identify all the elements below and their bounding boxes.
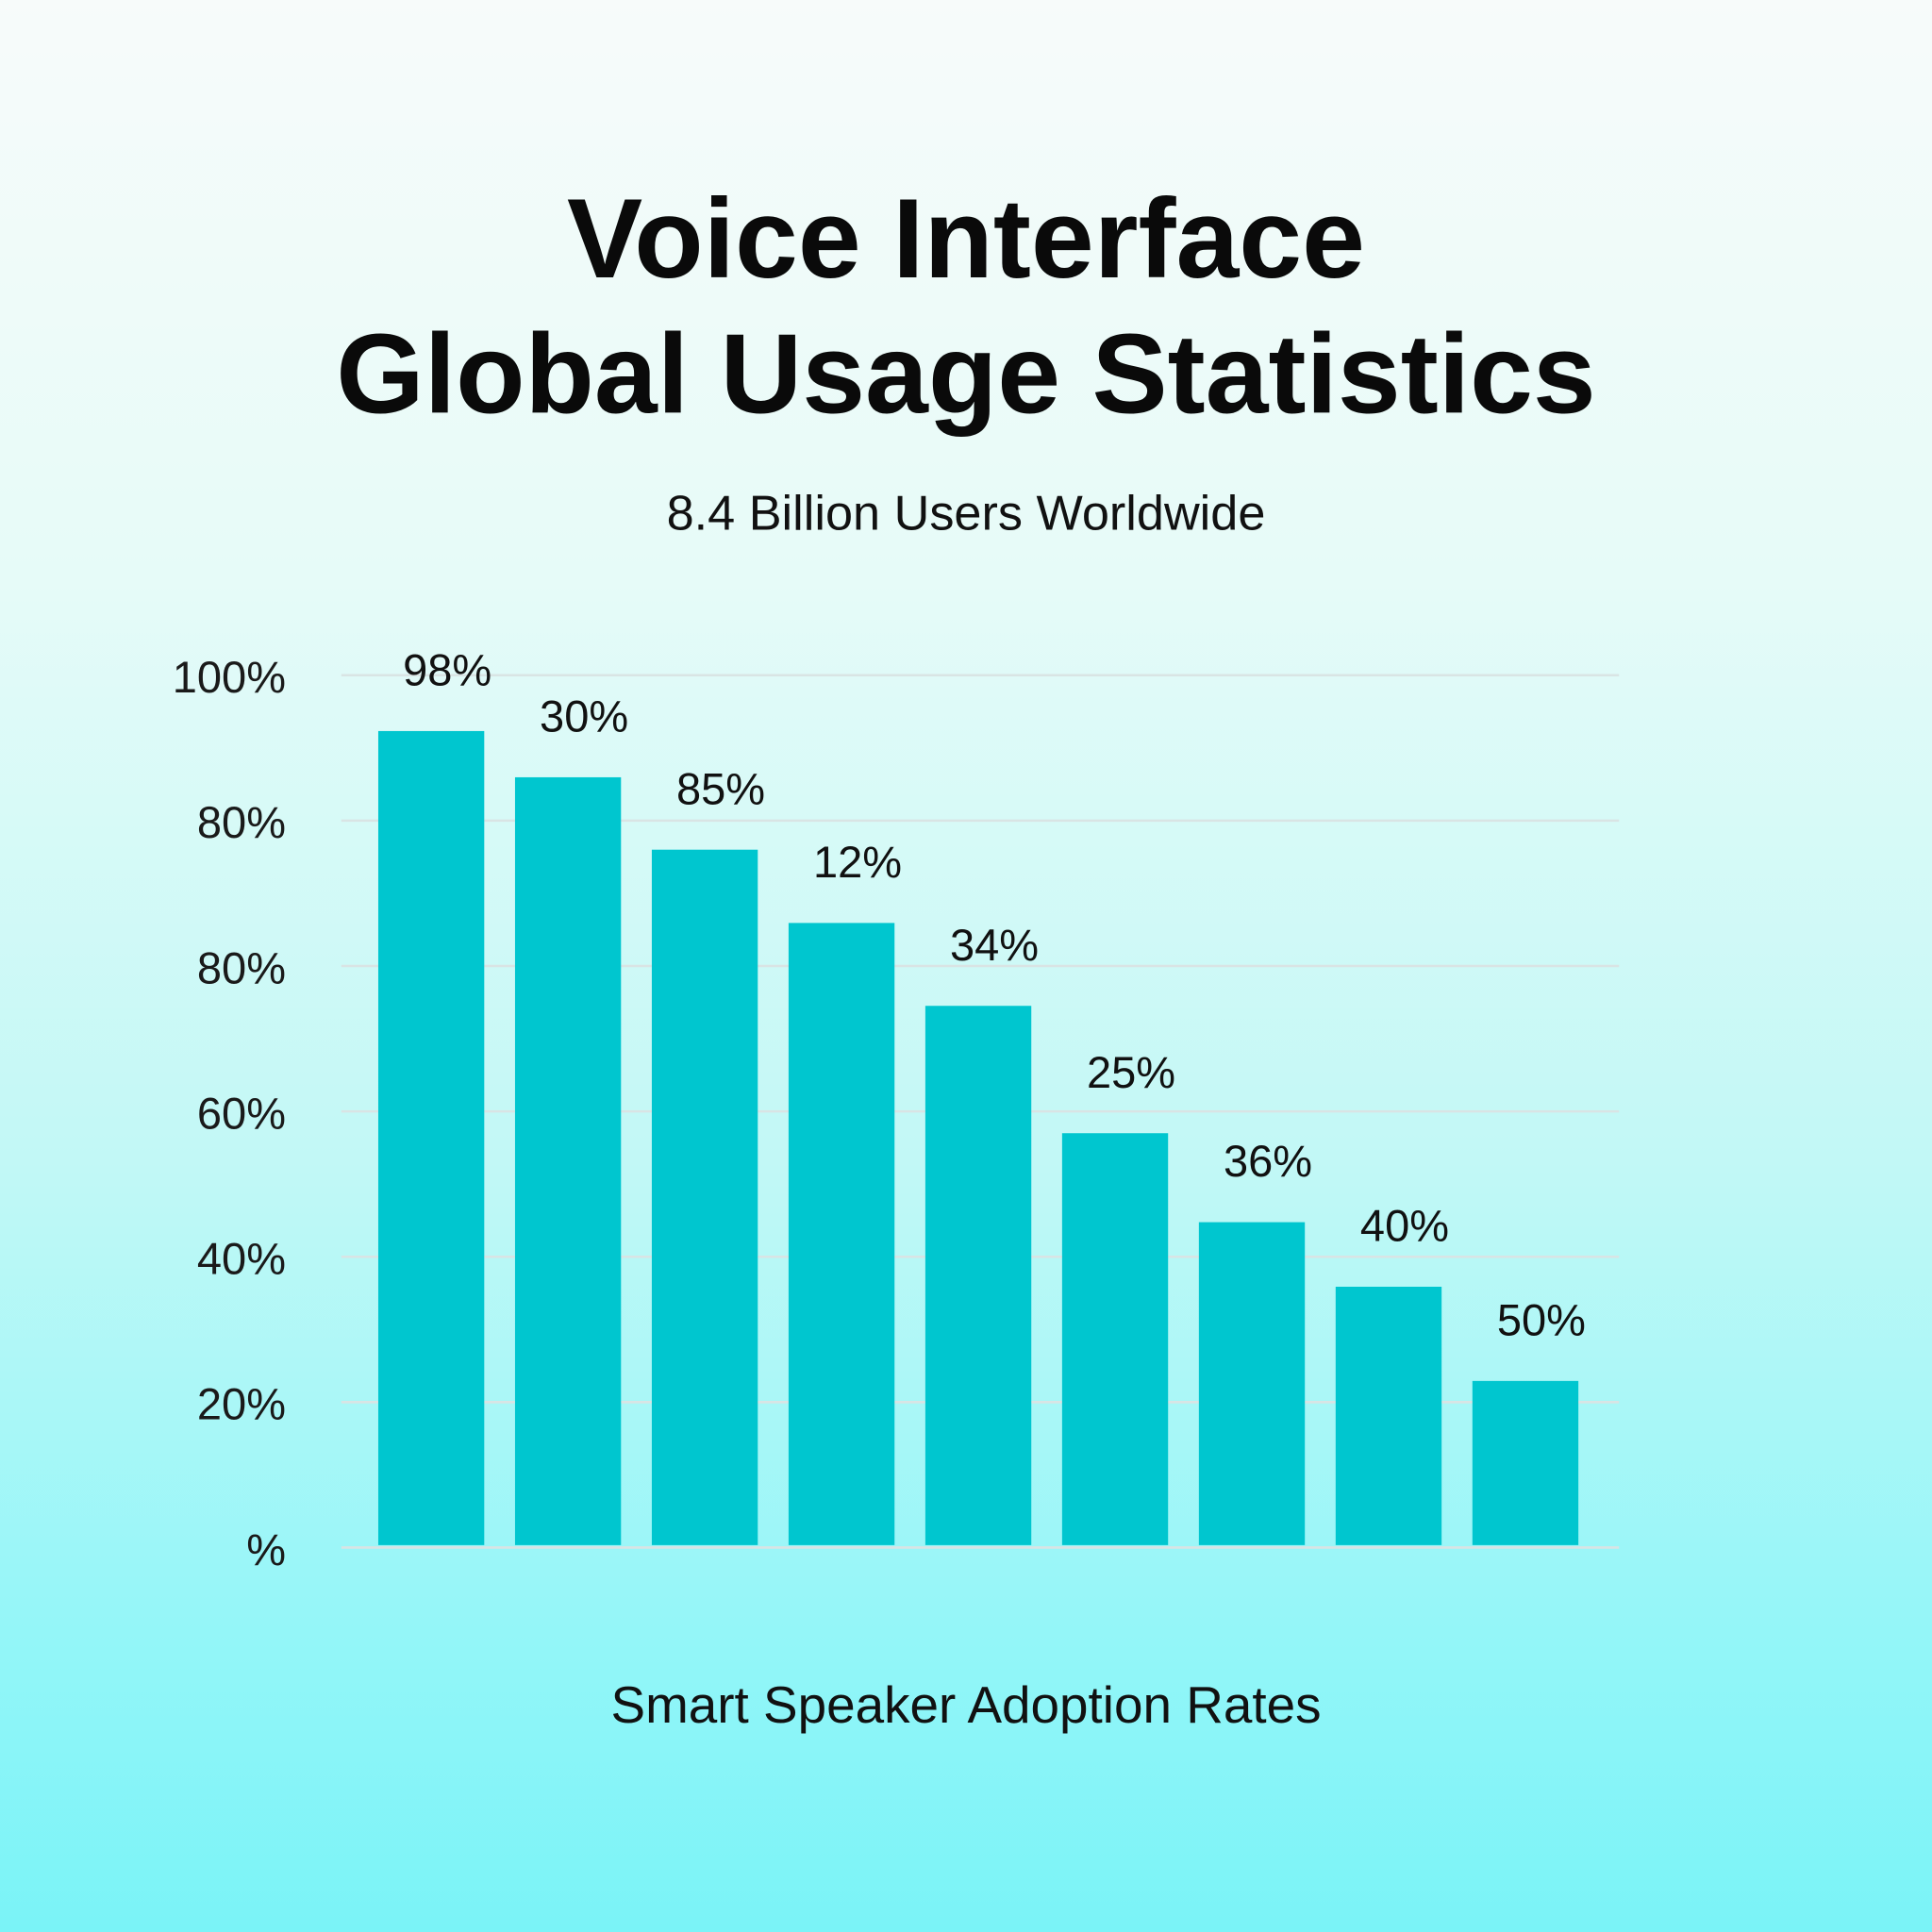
bar [651, 849, 758, 1545]
chart-title-line-1: Voice Interface [567, 175, 1365, 302]
bar [514, 776, 622, 1545]
y-tick-label: 60% [197, 1088, 286, 1138]
bar [1472, 1380, 1579, 1545]
bar [1061, 1133, 1169, 1545]
data-label: 85% [676, 763, 765, 813]
bar [377, 730, 485, 1545]
bar [924, 1006, 1032, 1545]
data-label: 30% [540, 691, 628, 741]
y-tick-label: 80% [197, 797, 286, 847]
y-tick-label: 100% [173, 652, 286, 702]
x-axis-label: Smart Speaker Adoption Rates [610, 1675, 1321, 1734]
chart-title-line-2: Global Usage Statistics [336, 311, 1596, 438]
data-label: 25% [1087, 1047, 1175, 1097]
bar [788, 923, 895, 1545]
data-label: 36% [1224, 1136, 1312, 1186]
data-label: 50% [1497, 1295, 1586, 1345]
data-label: 98% [403, 645, 491, 695]
data-label: 34% [950, 920, 1039, 970]
y-tick-label: 80% [197, 942, 286, 992]
chart-subtitle: 8.4 Billion Users Worldwide [667, 487, 1266, 541]
data-labels: 98% 30% 85% 12% 34% 25% 36% 40% 50% [403, 645, 1586, 1345]
bars [377, 730, 1579, 1545]
data-label: 12% [813, 837, 902, 887]
y-tick-label: % [246, 1524, 286, 1574]
y-tick-label: 20% [197, 1379, 286, 1429]
bar [1335, 1286, 1442, 1545]
bar [1198, 1222, 1306, 1545]
data-label: 40% [1360, 1201, 1449, 1251]
y-tick-label: 40% [197, 1234, 286, 1284]
y-axis-ticks: 100% 80% 80% 60% 40% 20%% [173, 652, 286, 1574]
